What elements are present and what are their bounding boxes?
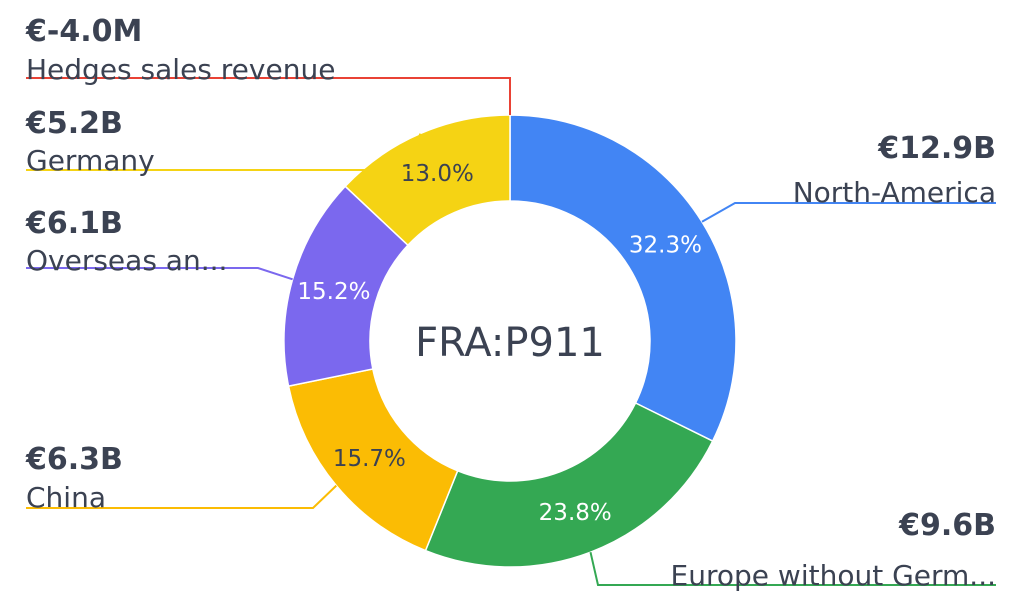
slices: [283, 114, 737, 568]
slice-name-2: China: [26, 481, 106, 514]
slice-value-3: €6.1B: [25, 206, 123, 241]
slice-name-4: Germany: [26, 144, 155, 177]
slice-name-0: North-America: [793, 176, 996, 209]
leader-line-1: [589, 551, 996, 586]
slice-name-1: Europe without Germ...: [671, 559, 996, 592]
slice-name-5: Hedges sales revenue: [26, 53, 335, 86]
leader-line-5: [26, 77, 511, 115]
leader-line-3: [26, 267, 293, 281]
slice-value-2: €6.3B: [25, 442, 123, 477]
percent-label-4: 13.0%: [401, 161, 474, 187]
leader-line-4: [26, 133, 422, 171]
leader-lines: [26, 77, 996, 586]
slice-value-0: €12.9B: [877, 131, 996, 166]
percent-label-1: 23.8%: [539, 500, 612, 526]
percent-label-0: 32.3%: [629, 232, 702, 258]
slice-0[interactable]: [509, 114, 737, 443]
slice-name-3: Overseas an...: [26, 244, 227, 277]
percent-label-2: 15.7%: [333, 446, 406, 472]
leader-line-0: [701, 202, 996, 223]
slice-labels: €12.9B North-America €9.6B Europe without G…: [25, 14, 996, 592]
center-label: FRA:P911: [415, 320, 605, 366]
slice-1[interactable]: [424, 401, 714, 568]
slice-value-1: €9.6B: [898, 508, 996, 543]
percent-label-3: 15.2%: [297, 279, 370, 305]
slice-value-5: €-4.0M: [25, 14, 142, 49]
slice-value-4: €5.2B: [25, 106, 123, 141]
slice-4[interactable]: [344, 114, 511, 247]
percent-labels: 32.3% 23.8% 15.7% 15.2% 13.0%: [297, 161, 702, 526]
leader-line-2: [26, 484, 337, 509]
